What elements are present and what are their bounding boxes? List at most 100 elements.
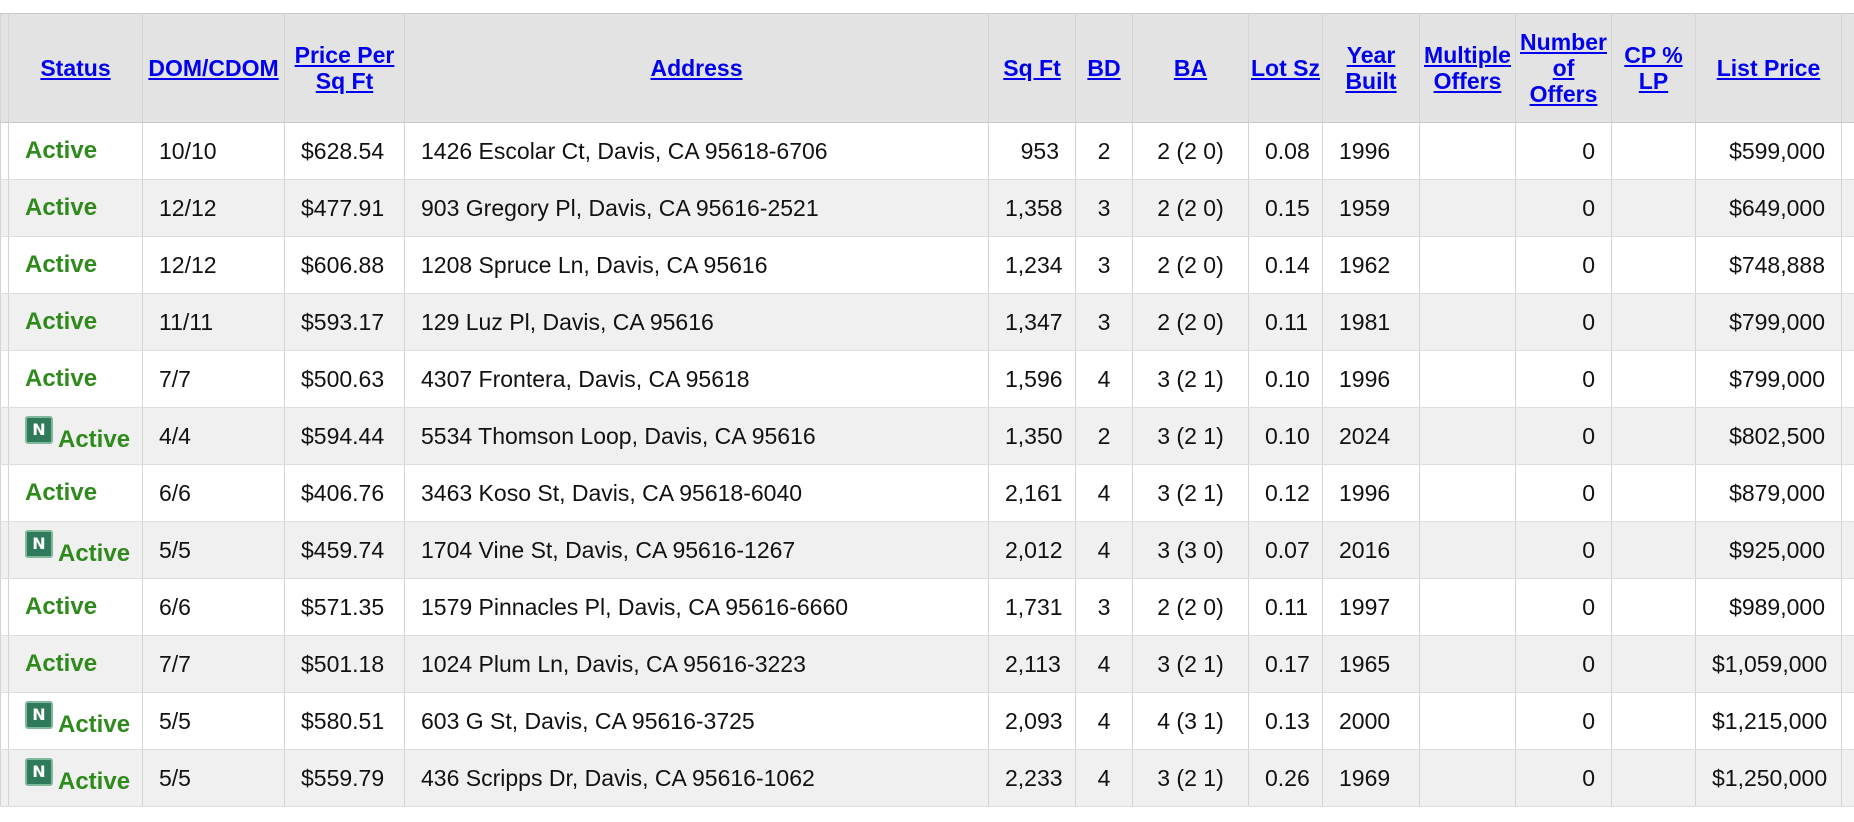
lot-size-cell: 0.10 bbox=[1248, 407, 1323, 465]
multiple-offers-cell bbox=[1419, 293, 1516, 351]
address-cell: 1024 Plum Ln, Davis, CA 95616-3223 bbox=[404, 635, 989, 693]
header-spacer-left bbox=[0, 13, 9, 123]
new-listing-badge-icon: N bbox=[25, 530, 53, 558]
sort-dom-cdom-link[interactable]: DOM/CDOM bbox=[148, 55, 279, 81]
sort-year-built-link[interactable]: Year Built bbox=[1345, 42, 1397, 94]
sqft-cell: 1,347 bbox=[988, 293, 1076, 351]
year-built-cell: 1965 bbox=[1322, 635, 1420, 693]
header-bd: BD bbox=[1075, 13, 1133, 123]
status-active-label: Active bbox=[25, 251, 98, 278]
header-ba: BA bbox=[1132, 13, 1249, 123]
list-price-cell: $802,500 bbox=[1695, 407, 1842, 465]
status-active-label: Active bbox=[58, 426, 131, 453]
bathrooms-cell: 4 (3 1) bbox=[1132, 692, 1249, 750]
multiple-offers-cell bbox=[1419, 407, 1516, 465]
table-row[interactable]: Active 12/12 $606.88 1208 Spruce Ln, Davis,… bbox=[0, 236, 1854, 294]
table-row[interactable]: Active 7/7 $500.63 4307 Frontera, Davis, CA… bbox=[0, 350, 1854, 408]
multiple-offers-cell bbox=[1419, 350, 1516, 408]
sort-sqft-link[interactable]: Sq Ft bbox=[1003, 55, 1061, 81]
lot-size-cell: 0.08 bbox=[1248, 122, 1323, 180]
table-row[interactable]: Active 12/12 $477.91 903 Gregory Pl, Davis,… bbox=[0, 179, 1854, 237]
sort-ba-link[interactable]: BA bbox=[1173, 55, 1208, 81]
cp-lp-cell bbox=[1611, 578, 1696, 636]
table-row[interactable]: Active 6/6 $571.35 1579 Pinnacles Pl, Davis… bbox=[0, 578, 1854, 636]
table-row[interactable]: Active 10/10 $628.54 1426 Escolar Ct, Davis… bbox=[0, 122, 1854, 180]
bathrooms-cell: 2 (2 0) bbox=[1132, 293, 1249, 351]
new-listing-badge-icon: N bbox=[25, 758, 53, 786]
bedrooms-cell: 4 bbox=[1075, 350, 1133, 408]
status-cell: Active bbox=[8, 635, 143, 693]
table-row[interactable]: Active 11/11 $593.17 129 Luz Pl, Davis, CA … bbox=[0, 293, 1854, 351]
address-cell: 4307 Frontera, Davis, CA 95618 bbox=[404, 350, 989, 408]
sort-multiple-offers-link[interactable]: Multiple Offers bbox=[1424, 42, 1511, 94]
dom-cdom-cell: 10/10 bbox=[142, 122, 285, 180]
address-cell: 129 Luz Pl, Davis, CA 95616 bbox=[404, 293, 989, 351]
table-row[interactable]: N Active 5/5 $580.51 603 G St, Davis, CA 956… bbox=[0, 692, 1854, 750]
table-row[interactable]: N Active 5/5 $559.79 436 Scripps Dr, Davis, … bbox=[0, 749, 1854, 807]
bedrooms-cell: 3 bbox=[1075, 179, 1133, 237]
price-per-sqft-cell: $594.44 bbox=[284, 407, 405, 465]
list-price-cell: $649,000 bbox=[1695, 179, 1842, 237]
year-built-cell: 1996 bbox=[1322, 464, 1420, 522]
cp-lp-cell bbox=[1611, 407, 1696, 465]
new-listing-badge-icon: N bbox=[25, 701, 53, 729]
list-price-cell: $925,000 bbox=[1695, 521, 1842, 579]
header-sqft: Sq Ft bbox=[988, 13, 1076, 123]
sqft-cell: 953 bbox=[988, 122, 1076, 180]
address-cell: 3463 Koso St, Davis, CA 95618-6040 bbox=[404, 464, 989, 522]
bathrooms-cell: 2 (2 0) bbox=[1132, 179, 1249, 237]
bathrooms-cell: 2 (2 0) bbox=[1132, 236, 1249, 294]
status-active-label: Active bbox=[58, 711, 131, 738]
list-price-cell: $879,000 bbox=[1695, 464, 1842, 522]
dom-cdom-cell: 5/5 bbox=[142, 521, 285, 579]
table-row[interactable]: Active 6/6 $406.76 3463 Koso St, Davis, CA … bbox=[0, 464, 1854, 522]
sort-bd-link[interactable]: BD bbox=[1087, 55, 1121, 81]
address-cell: 1426 Escolar Ct, Davis, CA 95618-6706 bbox=[404, 122, 989, 180]
header-list-price: List Price bbox=[1695, 13, 1842, 123]
number-of-offers-cell: 0 bbox=[1515, 749, 1612, 807]
table-row[interactable]: N Active 5/5 $459.74 1704 Vine St, Davis, CA… bbox=[0, 521, 1854, 579]
address-cell: 5534 Thomson Loop, Davis, CA 95616 bbox=[404, 407, 989, 465]
status-cell: N Active bbox=[8, 749, 143, 807]
list-price-cell: $1,250,000 bbox=[1695, 749, 1842, 807]
status-active-label: Active bbox=[25, 479, 98, 506]
table-row[interactable]: Active 7/7 $501.18 1024 Plum Ln, Davis, CA … bbox=[0, 635, 1854, 693]
address-cell: 903 Gregory Pl, Davis, CA 95616-2521 bbox=[404, 179, 989, 237]
row-spacer-right bbox=[1841, 521, 1854, 579]
sort-lot-size-link[interactable]: Lot Sz bbox=[1251, 55, 1320, 81]
multiple-offers-cell bbox=[1419, 578, 1516, 636]
status-cell: N Active bbox=[8, 692, 143, 750]
status-cell: Active bbox=[8, 464, 143, 522]
dom-cdom-cell: 4/4 bbox=[142, 407, 285, 465]
cp-lp-cell bbox=[1611, 350, 1696, 408]
bedrooms-cell: 4 bbox=[1075, 749, 1133, 807]
status-active-label: Active bbox=[25, 137, 98, 164]
price-per-sqft-cell: $477.91 bbox=[284, 179, 405, 237]
price-per-sqft-cell: $406.76 bbox=[284, 464, 405, 522]
sort-price-per-sqft-link[interactable]: Price Per Sq Ft bbox=[294, 42, 395, 94]
cp-lp-cell bbox=[1611, 122, 1696, 180]
bedrooms-cell: 4 bbox=[1075, 635, 1133, 693]
sqft-cell: 2,161 bbox=[988, 464, 1076, 522]
price-per-sqft-cell: $628.54 bbox=[284, 122, 405, 180]
header-year-built: Year Built bbox=[1322, 13, 1420, 123]
dom-cdom-cell: 6/6 bbox=[142, 464, 285, 522]
dom-cdom-cell: 7/7 bbox=[142, 635, 285, 693]
list-price-cell: $799,000 bbox=[1695, 350, 1842, 408]
sort-list-price-link[interactable]: List Price bbox=[1716, 55, 1821, 81]
sort-number-of-offers-link[interactable]: Number of Offers bbox=[1520, 29, 1607, 107]
number-of-offers-cell: 0 bbox=[1515, 464, 1612, 522]
sort-address-link[interactable]: Address bbox=[650, 55, 743, 81]
sort-cp-lp-link[interactable]: CP % LP bbox=[1624, 42, 1683, 94]
header-multiple-offers: Multiple Offers bbox=[1419, 13, 1516, 123]
number-of-offers-cell: 0 bbox=[1515, 635, 1612, 693]
table-row[interactable]: N Active 4/4 $594.44 5534 Thomson Loop, Davi… bbox=[0, 407, 1854, 465]
sort-status-link[interactable]: Status bbox=[40, 55, 111, 81]
row-spacer-left bbox=[0, 407, 9, 465]
multiple-offers-cell bbox=[1419, 692, 1516, 750]
lot-size-cell: 0.11 bbox=[1248, 578, 1323, 636]
status-cell: N Active bbox=[8, 521, 143, 579]
header-price-per-sqft: Price Per Sq Ft bbox=[284, 13, 405, 123]
number-of-offers-cell: 0 bbox=[1515, 578, 1612, 636]
year-built-cell: 2016 bbox=[1322, 521, 1420, 579]
